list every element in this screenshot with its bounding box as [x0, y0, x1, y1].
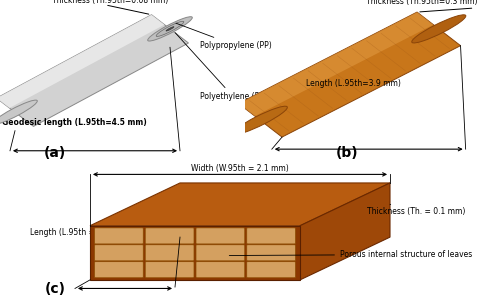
Text: Geodesic length (L.95th=4.5 mm): Geodesic length (L.95th=4.5 mm)	[2, 118, 147, 127]
Text: (c): (c)	[44, 282, 66, 296]
Ellipse shape	[233, 106, 287, 134]
FancyBboxPatch shape	[145, 245, 194, 261]
Text: Porous internal structure of leaves: Porous internal structure of leaves	[230, 250, 472, 259]
FancyBboxPatch shape	[196, 228, 245, 244]
Polygon shape	[90, 226, 300, 280]
FancyBboxPatch shape	[94, 228, 144, 244]
FancyBboxPatch shape	[247, 245, 296, 261]
FancyBboxPatch shape	[145, 262, 194, 278]
Polygon shape	[90, 183, 390, 226]
Polygon shape	[0, 15, 188, 127]
Text: Polyethylene (PE): Polyethylene (PE)	[175, 33, 267, 102]
Text: Length (L.95th = 10.7 mm): Length (L.95th = 10.7 mm)	[30, 228, 134, 237]
Text: Length (L.95th=3.9 mm): Length (L.95th=3.9 mm)	[306, 79, 401, 88]
Text: Polypropylene (PP): Polypropylene (PP)	[176, 23, 272, 50]
Ellipse shape	[0, 100, 38, 124]
Polygon shape	[0, 15, 164, 108]
Text: Thickness (Th.95th=0.3 mm): Thickness (Th.95th=0.3 mm)	[366, 0, 477, 7]
Polygon shape	[238, 12, 460, 137]
Ellipse shape	[412, 15, 466, 43]
FancyBboxPatch shape	[247, 262, 296, 278]
Text: Thickness (Th.95th=0.08 mm): Thickness (Th.95th=0.08 mm)	[52, 0, 168, 5]
Text: (a): (a)	[44, 146, 66, 160]
FancyBboxPatch shape	[94, 245, 144, 261]
Polygon shape	[238, 12, 434, 116]
Polygon shape	[300, 183, 390, 280]
Ellipse shape	[148, 17, 192, 41]
Ellipse shape	[166, 27, 174, 31]
FancyBboxPatch shape	[94, 262, 144, 278]
FancyBboxPatch shape	[247, 228, 296, 244]
Text: (b): (b)	[336, 146, 358, 160]
FancyBboxPatch shape	[196, 245, 245, 261]
Text: Thickness (Th. = 0.1 mm): Thickness (Th. = 0.1 mm)	[366, 204, 465, 216]
Text: Width (W.95th = 2.1 mm): Width (W.95th = 2.1 mm)	[191, 164, 289, 173]
FancyBboxPatch shape	[196, 262, 245, 278]
Ellipse shape	[156, 21, 184, 37]
FancyBboxPatch shape	[145, 228, 194, 244]
